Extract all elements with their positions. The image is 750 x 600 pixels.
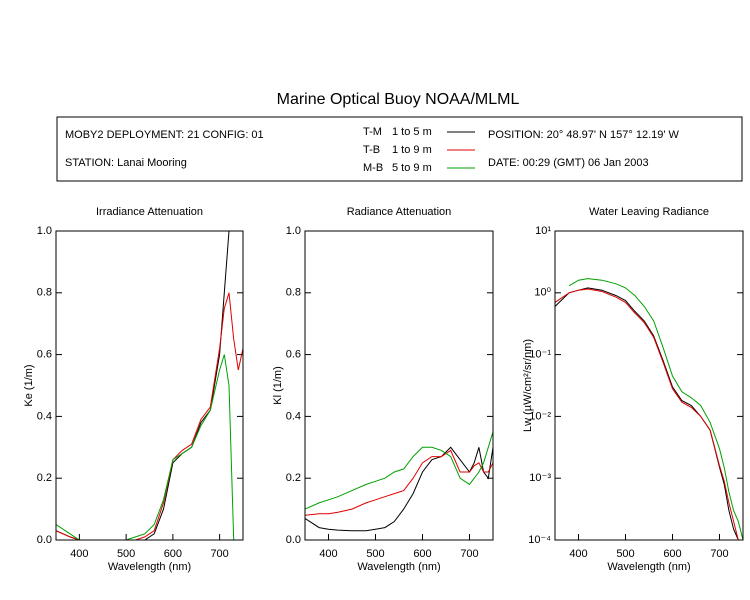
x-tick-label: 500 [616, 548, 634, 560]
y-axis-label: Kl (1/m) [272, 366, 284, 405]
y-tick-label: 0.6 [37, 349, 52, 361]
y-tick-label: 10⁰ [534, 287, 551, 299]
x-tick-label: 700 [710, 548, 728, 560]
legend-depth: 1 to 9 m [392, 144, 432, 156]
legend-depth: 5 to 9 m [392, 162, 432, 174]
x-axis-label: Wavelength (nm) [108, 561, 191, 573]
position: POSITION: 20° 48.97' N 157° 12.19' W [488, 129, 680, 141]
x-tick-label: 600 [164, 548, 182, 560]
x-tick-label: 600 [663, 548, 681, 560]
x-tick-label: 500 [117, 548, 135, 560]
y-tick-label: 10⁻³ [529, 472, 551, 484]
series-line [56, 231, 230, 540]
station: STATION: Lanai Mooring [65, 157, 187, 169]
series-line [568, 278, 743, 540]
x-tick-label: 700 [210, 548, 228, 560]
plot-frame [554, 230, 744, 541]
y-tick-label: 0.0 [286, 534, 301, 546]
legend-name: T-B [363, 144, 380, 156]
y-tick-label: 10¹ [535, 225, 551, 237]
y-tick-label: 0.6 [286, 349, 301, 361]
series-line [56, 292, 243, 540]
y-tick-label: 0.8 [286, 287, 301, 299]
legend-name: M-B [363, 162, 383, 174]
y-tick-label: 10⁻⁴ [528, 534, 551, 546]
x-tick-label: 400 [70, 548, 88, 560]
y-tick-label: 0.0 [37, 534, 52, 546]
plot-frame [55, 230, 244, 541]
figure-title: Marine Optical Buoy NOAA/MLML [277, 91, 520, 108]
date: DATE: 00:29 (GMT) 06 Jan 2003 [488, 157, 649, 169]
x-tick-label: 400 [569, 548, 587, 560]
y-tick-label: 1.0 [37, 225, 52, 237]
info-box [56, 116, 743, 182]
series-line [305, 449, 493, 516]
series-line [305, 431, 493, 510]
x-tick-label: 500 [366, 548, 384, 560]
chart: Radiance Attenuation Wavelength (nm) Kl (1… [272, 206, 494, 573]
x-axis-label: Wavelength (nm) [357, 561, 440, 573]
y-tick-label: 0.4 [286, 410, 301, 422]
x-tick-label: 600 [413, 548, 431, 560]
series-line [56, 354, 235, 540]
series-line [305, 446, 493, 532]
x-tick-label: 700 [460, 548, 478, 560]
chart-title: Radiance Attenuation [347, 206, 452, 218]
x-tick-label: 400 [319, 548, 337, 560]
deployment: MOBY2 DEPLOYMENT: 21 CONFIG: 01 [65, 129, 264, 141]
series-line [555, 287, 743, 540]
series-line [555, 288, 743, 540]
y-tick-label: 10⁻² [529, 410, 551, 422]
legend-name: T-M [363, 126, 382, 138]
chart-title: Irradiance Attenuation [96, 206, 203, 218]
y-tick-label: 0.2 [286, 472, 301, 484]
chart: Water Leaving Radiance Wavelength (nm) Lw … [522, 206, 744, 573]
chart-title: Water Leaving Radiance [589, 206, 709, 218]
y-tick-label: 0.2 [37, 472, 52, 484]
y-tick-label: 0.8 [37, 287, 52, 299]
y-axis-label: Ke (1/m) [23, 364, 35, 406]
y-tick-label: 10⁻¹ [529, 349, 551, 361]
chart: Irradiance Attenuation Wavelength (nm) Ke … [23, 206, 244, 573]
x-axis-label: Wavelength (nm) [607, 561, 690, 573]
y-tick-label: 1.0 [286, 225, 301, 237]
y-tick-label: 0.4 [37, 410, 52, 422]
legend-depth: 1 to 5 m [392, 126, 432, 138]
plot-frame [304, 230, 494, 541]
y-axis-label: Lw (µW/cm²/sr/nm) [522, 339, 534, 432]
